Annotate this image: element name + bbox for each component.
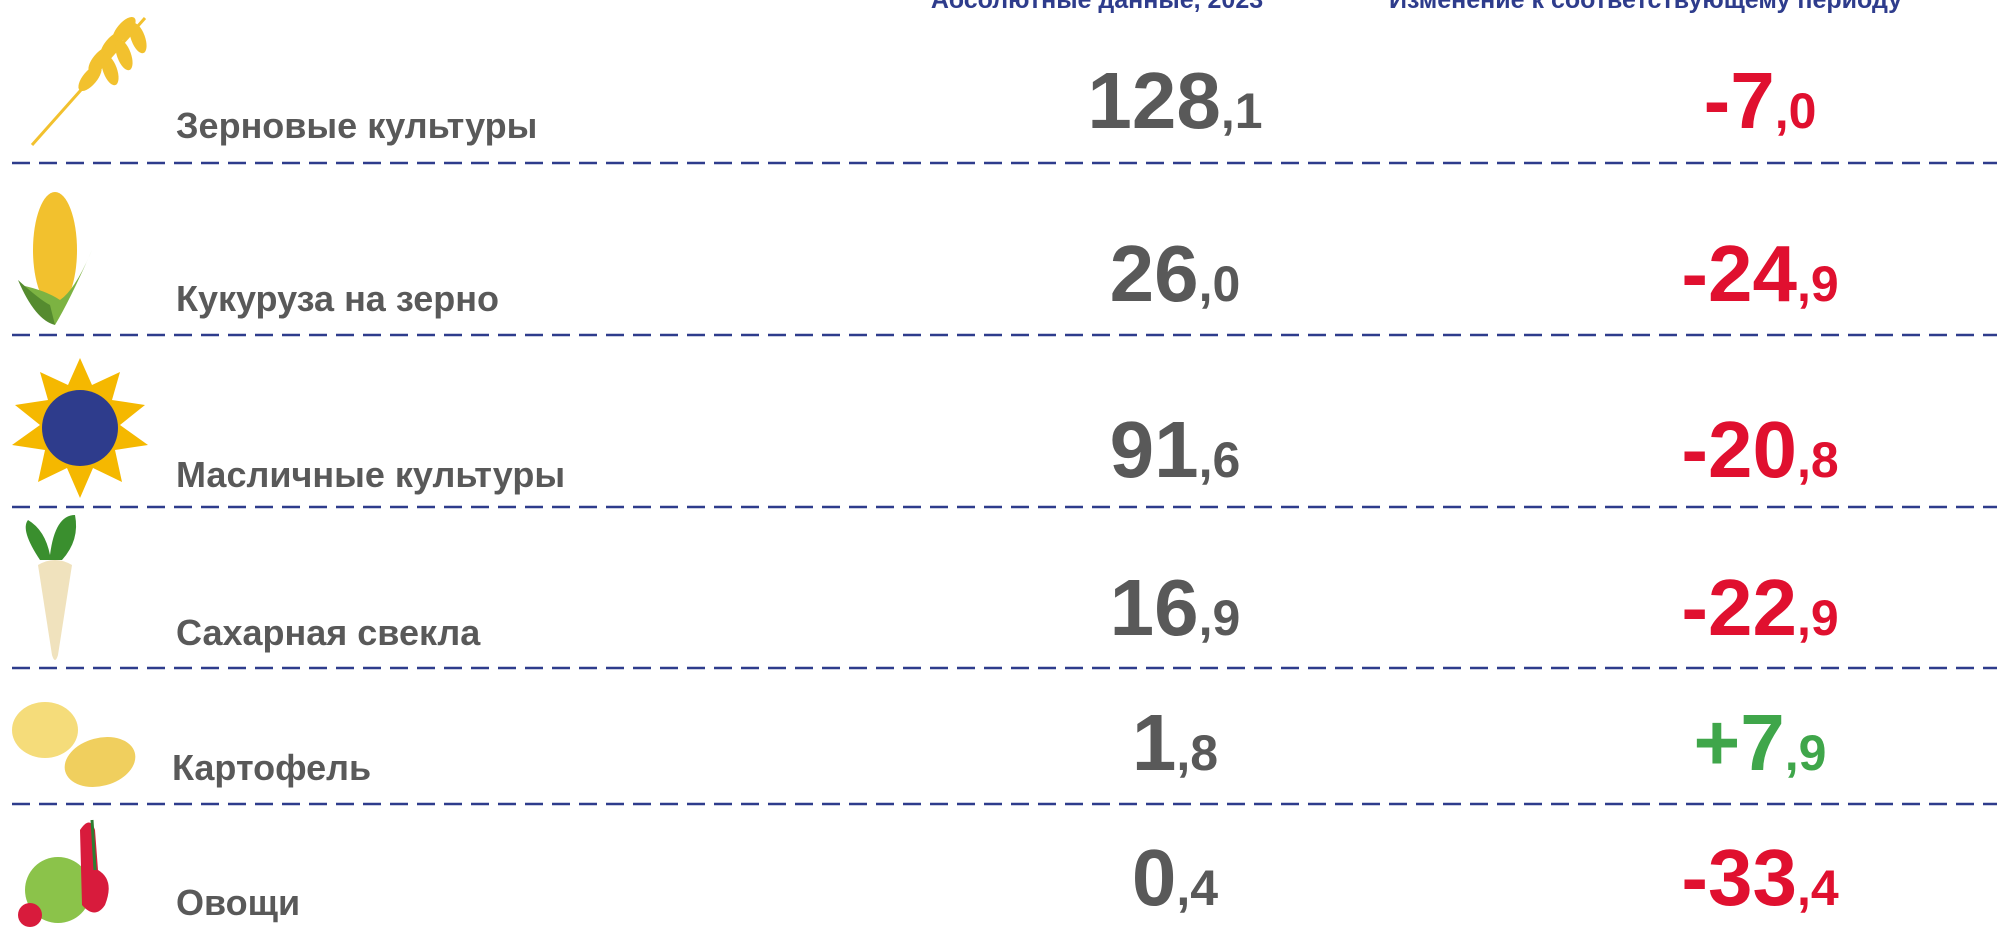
value-decimal: ,6 [1199,432,1241,488]
absolute-value: 16,9 [1110,563,1241,652]
row-label: Картофель [172,747,371,788]
sunflower-icon [12,358,148,498]
value-main: 26 [1110,229,1199,318]
value-decimal: ,0 [1199,256,1241,312]
row-label: Сахарная свекла [176,612,481,653]
change-value: +7,9 [1694,698,1827,787]
beet-icon [25,515,77,660]
absolute-value: 128,1 [1087,56,1262,145]
value-decimal: ,9 [1199,590,1241,646]
header-change: Изменение к соответствующему периоду [1389,0,1902,14]
vegetables-icon [18,819,109,927]
change-decimal: ,9 [1797,590,1839,646]
absolute-value: 91,6 [1110,405,1241,494]
change-value: -33,4 [1681,833,1839,922]
change-decimal: ,8 [1797,432,1839,488]
change-main: -33 [1681,833,1797,922]
header-absolute: Абсолютные данные, 2023 [931,0,1263,14]
value-main: 128 [1087,56,1220,145]
value-main: 1 [1132,698,1177,787]
change-main: +7 [1694,698,1785,787]
change-main: -7 [1704,56,1775,145]
change-decimal: ,9 [1785,725,1827,781]
corn-icon [18,192,92,325]
potato-icon [12,702,136,787]
value-main: 0 [1132,833,1177,922]
value-decimal: ,1 [1221,83,1263,139]
row-label: Зерновые культуры [176,105,537,146]
absolute-value: 26,0 [1110,229,1241,318]
value-main: 91 [1110,405,1199,494]
change-value: -20,8 [1681,405,1838,494]
absolute-value: 0,4 [1132,833,1218,922]
row-label: Масличные культуры [176,454,565,495]
row-label: Овощи [176,882,300,923]
absolute-value: 1,8 [1132,698,1218,787]
change-main: -22 [1681,563,1797,652]
value-decimal: ,4 [1176,860,1218,916]
value-main: 16 [1110,563,1199,652]
row-label: Кукуруза на зерно [176,278,499,319]
value-decimal: ,8 [1176,725,1218,781]
change-value: -22,9 [1681,563,1838,652]
change-decimal: ,9 [1797,256,1839,312]
wheat-icon [30,16,147,146]
change-value: -24,9 [1681,229,1838,318]
change-main: -20 [1681,405,1797,494]
change-value: -7,0 [1704,56,1817,145]
change-decimal: ,4 [1797,860,1839,916]
change-decimal: ,0 [1775,83,1817,139]
change-main: -24 [1681,229,1797,318]
